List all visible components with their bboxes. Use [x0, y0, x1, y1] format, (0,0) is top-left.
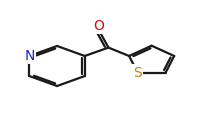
Text: O: O	[94, 19, 105, 33]
Text: S: S	[133, 66, 142, 80]
Text: N: N	[24, 49, 34, 63]
